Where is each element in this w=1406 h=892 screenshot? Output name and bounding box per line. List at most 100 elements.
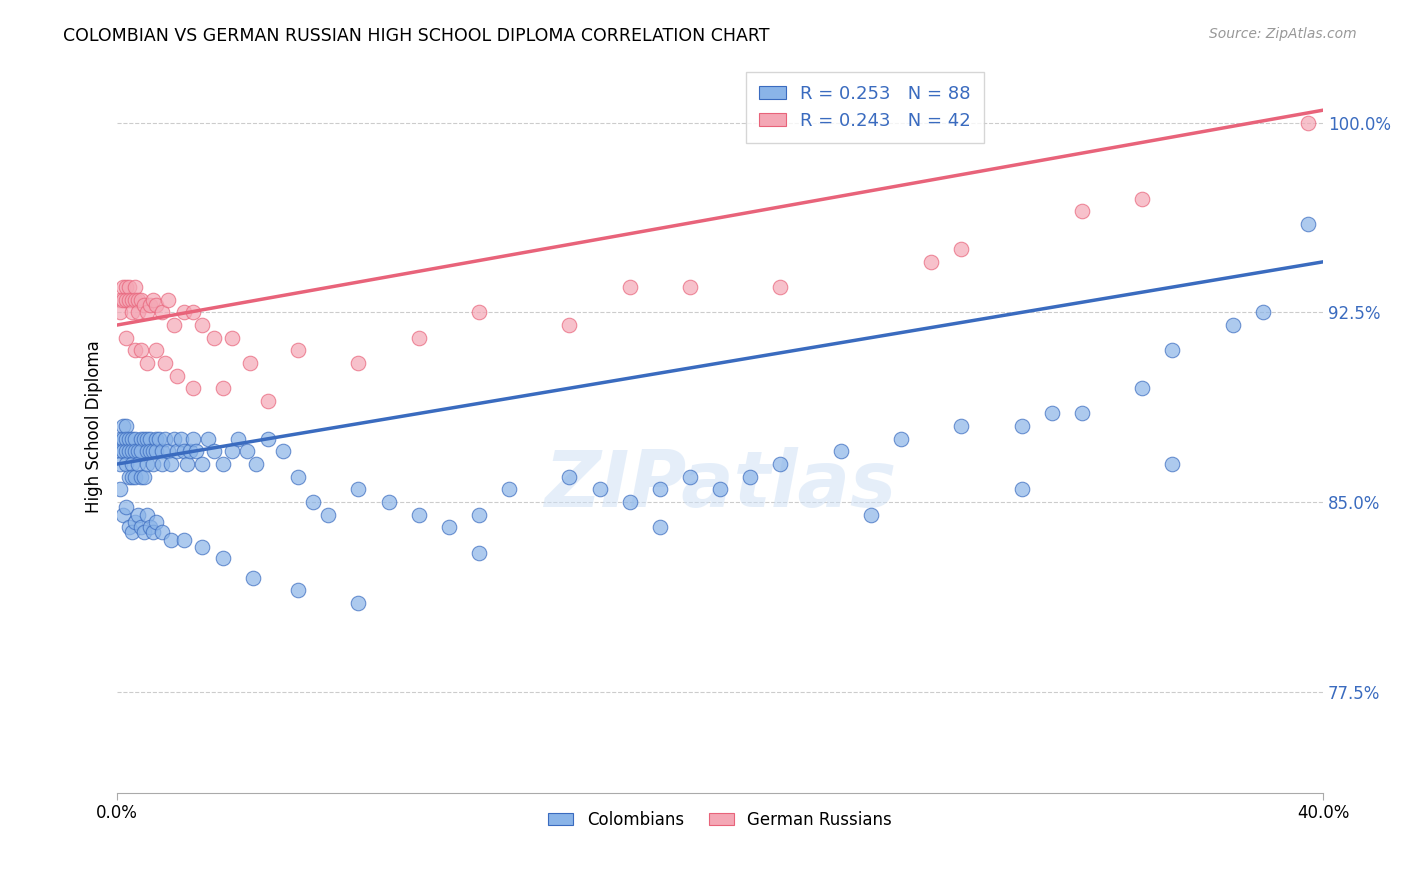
Point: [468, 545, 491, 559]
Point: [181, 381, 204, 395]
Point: [769, 457, 792, 471]
Point: [124, 515, 146, 529]
Point: [890, 432, 912, 446]
Point: [112, 293, 135, 307]
Point: [769, 280, 792, 294]
Point: [468, 508, 491, 522]
Point: [160, 533, 183, 547]
Point: [115, 457, 138, 471]
Point: [163, 318, 186, 332]
Point: [145, 515, 167, 529]
Point: [118, 444, 141, 458]
Point: [558, 318, 581, 332]
Point: [287, 343, 309, 358]
Point: [131, 293, 153, 307]
Point: [157, 444, 180, 458]
Point: [131, 444, 153, 458]
Point: [115, 500, 138, 514]
Text: Source: ZipAtlas.com: Source: ZipAtlas.com: [1209, 27, 1357, 41]
Point: [377, 495, 399, 509]
Point: [211, 381, 233, 395]
Point: [242, 571, 264, 585]
Point: [124, 432, 146, 446]
Point: [181, 305, 204, 319]
Point: [179, 444, 201, 458]
Point: [1130, 192, 1153, 206]
Point: [1161, 343, 1184, 358]
Point: [859, 508, 882, 522]
Point: [1071, 204, 1094, 219]
Point: [245, 457, 267, 471]
Point: [181, 432, 204, 446]
Point: [136, 457, 159, 471]
Point: [347, 596, 370, 610]
Point: [709, 483, 731, 497]
Point: [1251, 305, 1274, 319]
Point: [131, 343, 153, 358]
Point: [169, 432, 191, 446]
Point: [619, 280, 641, 294]
Point: [145, 432, 167, 446]
Point: [136, 508, 159, 522]
Point: [131, 520, 153, 534]
Point: [139, 298, 162, 312]
Point: [648, 483, 671, 497]
Point: [257, 393, 280, 408]
Point: [108, 432, 131, 446]
Point: [108, 305, 131, 319]
Point: [740, 469, 762, 483]
Point: [121, 444, 143, 458]
Point: [1296, 217, 1319, 231]
Point: [166, 368, 188, 383]
Point: [127, 508, 149, 522]
Point: [173, 444, 195, 458]
Point: [157, 293, 180, 307]
Point: [115, 444, 138, 458]
Point: [124, 280, 146, 294]
Point: [118, 520, 141, 534]
Point: [136, 305, 159, 319]
Point: [115, 293, 138, 307]
Point: [139, 520, 162, 534]
Point: [287, 583, 309, 598]
Point: [136, 356, 159, 370]
Point: [115, 419, 138, 434]
Point: [145, 343, 167, 358]
Point: [302, 495, 325, 509]
Point: [197, 432, 219, 446]
Point: [112, 432, 135, 446]
Point: [211, 457, 233, 471]
Point: [950, 419, 973, 434]
Point: [257, 432, 280, 446]
Point: [211, 550, 233, 565]
Legend: Colombians, German Russians: Colombians, German Russians: [541, 805, 898, 836]
Point: [142, 444, 165, 458]
Point: [236, 444, 259, 458]
Point: [558, 469, 581, 483]
Y-axis label: High School Diploma: High School Diploma: [86, 340, 103, 513]
Point: [166, 444, 188, 458]
Point: [115, 432, 138, 446]
Point: [127, 444, 149, 458]
Point: [121, 457, 143, 471]
Point: [127, 305, 149, 319]
Point: [271, 444, 294, 458]
Point: [124, 469, 146, 483]
Point: [118, 293, 141, 307]
Point: [112, 280, 135, 294]
Point: [145, 298, 167, 312]
Point: [131, 432, 153, 446]
Point: [468, 305, 491, 319]
Point: [408, 508, 430, 522]
Point: [679, 469, 702, 483]
Text: ZIPatlas: ZIPatlas: [544, 447, 896, 523]
Point: [176, 457, 198, 471]
Point: [202, 331, 225, 345]
Point: [830, 444, 852, 458]
Point: [202, 444, 225, 458]
Point: [1011, 419, 1033, 434]
Point: [124, 293, 146, 307]
Point: [184, 444, 207, 458]
Point: [155, 432, 177, 446]
Point: [121, 469, 143, 483]
